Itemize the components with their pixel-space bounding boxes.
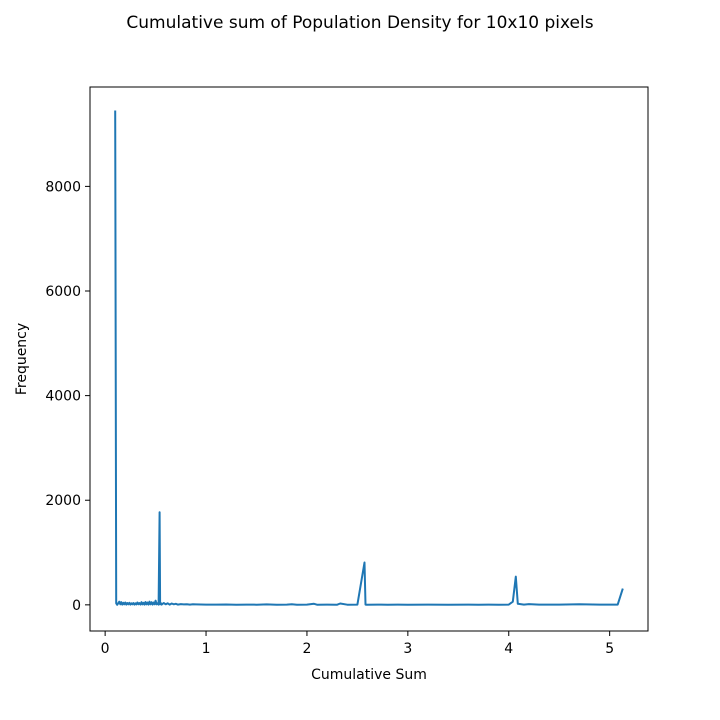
x-tick-label: 3 (403, 641, 412, 657)
plot-frame (89, 86, 649, 632)
x-tick-label: 0 (101, 641, 110, 657)
x-tick-label: 4 (504, 641, 513, 657)
x-tick-label: 5 (605, 641, 614, 657)
y-tick-label: 8000 (45, 179, 81, 195)
y-axis: 0 2000 4000 6000 8000 (45, 179, 90, 614)
x-axis: 0 1 2 3 4 5 (101, 631, 614, 657)
x-axis-label: Cumulative Sum (311, 667, 427, 683)
chart-title: Cumulative sum of Population Density for… (126, 13, 593, 33)
y-tick-label: 4000 (45, 389, 81, 405)
x-tick-label: 1 (202, 641, 211, 657)
y-tick-label: 6000 (45, 284, 81, 300)
x-tick-label: 2 (302, 641, 311, 657)
series-line (114, 110, 624, 606)
y-tick-label: 2000 (45, 493, 81, 509)
y-tick-label: 0 (72, 598, 81, 614)
y-axis-label: Frequency (14, 323, 30, 395)
plot-area (114, 110, 624, 606)
